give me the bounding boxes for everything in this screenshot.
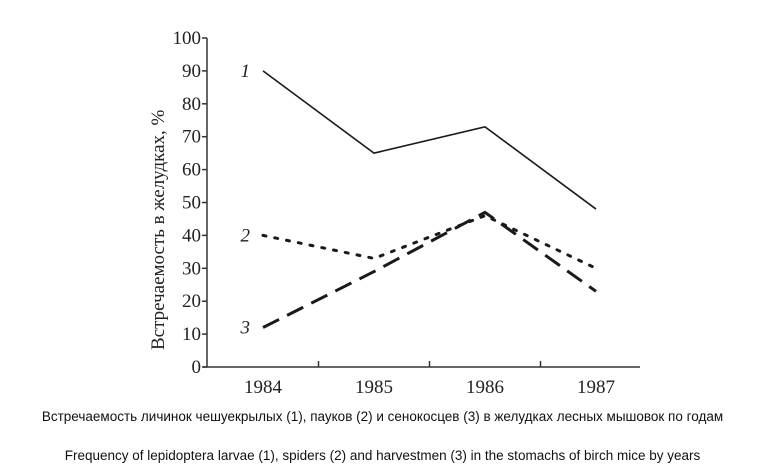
y-tick-label: 80 [182, 94, 201, 115]
y-tick-label: 50 [182, 193, 201, 214]
series-1-line [262, 70, 597, 210]
series-1-label: 1 [241, 61, 251, 82]
caption-english: Frequency of lepidoptera larvae (1), spi… [64, 448, 701, 463]
y-tick-label: 30 [182, 258, 201, 279]
x-tick-label: 1986 [466, 377, 504, 398]
y-tick-label: 40 [182, 225, 201, 246]
y-tick-label: 70 [182, 127, 201, 148]
series-3-label: 3 [240, 318, 251, 339]
x-tick-label: 1987 [577, 377, 615, 398]
x-tick-label: 1985 [355, 377, 393, 398]
y-tick-label: 20 [182, 291, 201, 312]
series-3-line [262, 210, 597, 329]
x-tick-label: 1984 [244, 377, 283, 398]
y-tick-label: 100 [173, 28, 202, 49]
series-2-label: 2 [241, 225, 251, 246]
line-chart: 0 10 20 30 40 50 60 70 80 90 100 1984 1985 1986 1987 1… [148, 28, 640, 398]
y-tick-label: 90 [182, 61, 201, 82]
y-tick-label: 0 [192, 357, 202, 378]
y-tick-label: 10 [182, 324, 201, 345]
caption-russian: Встречаемость личинок чешуекрылых (1), п… [41, 409, 724, 424]
y-axis-label: Встречаемость в желудках, % [148, 109, 169, 350]
series-2-line [261, 214, 598, 270]
y-tick-label: 60 [182, 160, 201, 181]
